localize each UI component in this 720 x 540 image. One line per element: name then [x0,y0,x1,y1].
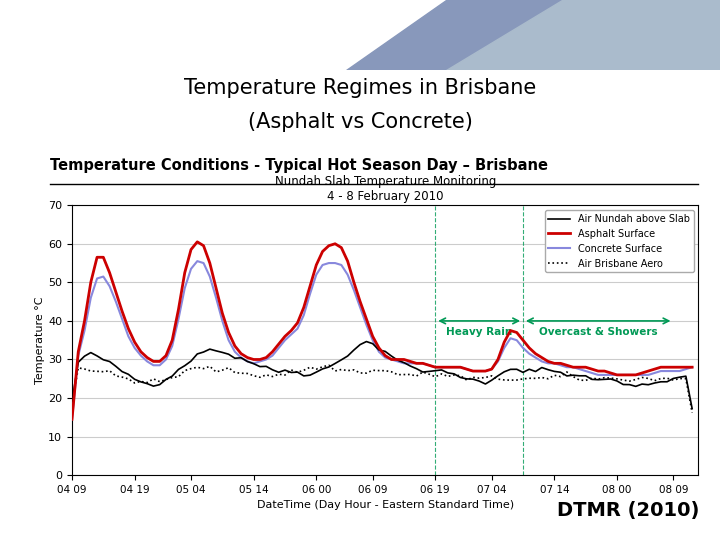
X-axis label: DateTime (Day Hour - Eastern Standard Time): DateTime (Day Hour - Eastern Standard Ti… [256,501,514,510]
Text: RoadTek: RoadTek [14,26,133,51]
Text: Temperature Regimes in Brisbane: Temperature Regimes in Brisbane [184,78,536,98]
Polygon shape [446,0,720,70]
Text: Temperature Conditions - Typical Hot Season Day – Brisbane: Temperature Conditions - Typical Hot Sea… [50,158,549,173]
Y-axis label: Temperature °C: Temperature °C [35,296,45,384]
Text: DTMR (2010): DTMR (2010) [557,501,699,520]
Text: (Asphalt vs Concrete): (Asphalt vs Concrete) [248,112,472,132]
Text: Overcast & Showers: Overcast & Showers [539,327,657,337]
Polygon shape [346,0,720,70]
Legend: Air Nundah above Slab, Asphalt Surface, Concrete Surface, Air Brisbane Aero: Air Nundah above Slab, Asphalt Surface, … [544,210,693,272]
Title: Nundah Slab Temperature Monitoring
4 - 8 February 2010: Nundah Slab Temperature Monitoring 4 - 8… [274,174,496,202]
Text: Heavy Rain: Heavy Rain [446,327,513,337]
